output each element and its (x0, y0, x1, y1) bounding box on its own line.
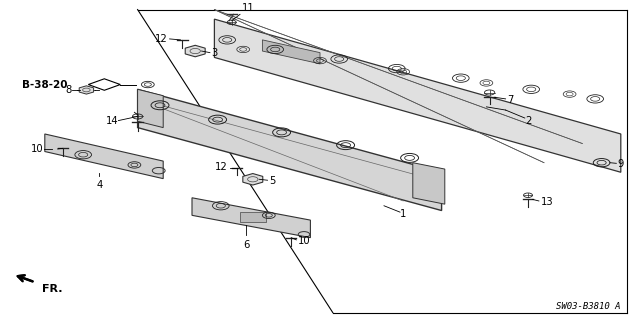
Text: 12: 12 (214, 162, 227, 173)
Polygon shape (243, 174, 263, 185)
Polygon shape (413, 163, 445, 204)
Text: 12: 12 (155, 34, 168, 44)
Text: 8: 8 (65, 85, 72, 95)
Polygon shape (262, 40, 320, 64)
Text: 1: 1 (400, 209, 406, 219)
Text: 10: 10 (298, 236, 310, 247)
Bar (240, 212, 266, 222)
Text: 14: 14 (106, 115, 118, 126)
Polygon shape (138, 89, 442, 211)
Polygon shape (214, 19, 621, 172)
Text: 7: 7 (508, 94, 514, 105)
Polygon shape (45, 134, 163, 179)
Polygon shape (88, 79, 120, 90)
Text: FR.: FR. (42, 284, 62, 294)
Polygon shape (192, 198, 310, 238)
Text: 13: 13 (541, 197, 554, 207)
Text: 2: 2 (525, 116, 531, 126)
Text: B-38-20: B-38-20 (22, 79, 68, 90)
FancyArrowPatch shape (18, 275, 33, 281)
Text: 9: 9 (618, 159, 624, 169)
Text: 3: 3 (211, 48, 218, 58)
Text: 5: 5 (269, 176, 275, 186)
Text: 11: 11 (242, 4, 255, 13)
Polygon shape (185, 45, 205, 57)
Text: 4: 4 (96, 180, 102, 190)
Text: SW03-B3810 A: SW03-B3810 A (556, 302, 621, 311)
Text: 6: 6 (243, 240, 250, 250)
Text: 10: 10 (31, 144, 44, 154)
Polygon shape (138, 89, 163, 128)
Polygon shape (79, 86, 93, 94)
